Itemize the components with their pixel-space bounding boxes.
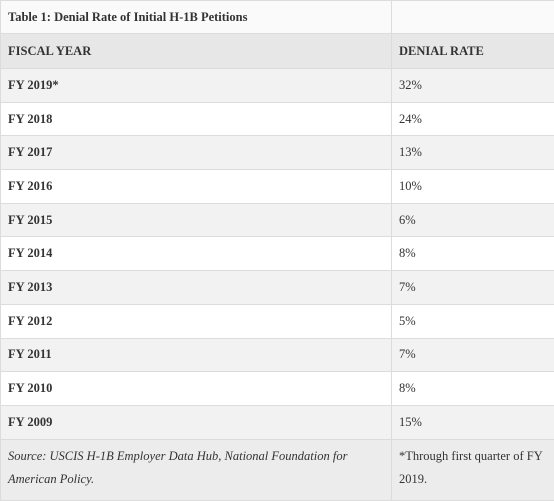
header-cell: FISCAL YEAR	[1, 34, 392, 69]
denial-rate: 7%	[392, 271, 554, 305]
fiscal-year: FY 2013	[1, 271, 392, 305]
fiscal-year: FY 2011	[1, 338, 392, 372]
denial-rate: 8%	[392, 372, 554, 406]
source-note: Source: USCIS H-1B Employer Data Hub, Na…	[1, 439, 392, 500]
table-title: Table 1: Denial Rate of Initial H-1B Pet…	[1, 1, 392, 34]
fiscal-year: FY 2012	[1, 304, 392, 338]
denial-rate: 24%	[392, 102, 554, 136]
fiscal-year: FY 2016	[1, 170, 392, 204]
data-row: FY 2019*32%	[1, 69, 554, 103]
title-row: Table 1: Denial Rate of Initial H-1B Pet…	[1, 1, 554, 34]
header-cell: DENIAL RATE	[392, 34, 554, 69]
fiscal-year: FY 2015	[1, 203, 392, 237]
fiscal-year: FY 2014	[1, 237, 392, 271]
denial-rate: 15%	[392, 405, 554, 439]
fiscal-year: FY 2018	[1, 102, 392, 136]
fiscal-year: FY 2010	[1, 372, 392, 406]
denial-rate: 5%	[392, 304, 554, 338]
empty-cell	[392, 1, 554, 34]
denial-rate: 10%	[392, 170, 554, 204]
fiscal-year: FY 2009	[1, 405, 392, 439]
fiscal-year: FY 2019*	[1, 69, 392, 103]
header-row: FISCAL YEAR DENIAL RATE	[1, 34, 554, 69]
denial-rate: 13%	[392, 136, 554, 170]
fiscal-year: FY 2017	[1, 136, 392, 170]
denial-rate: 8%	[392, 237, 554, 271]
denial-rate: 7%	[392, 338, 554, 372]
footer-row: Source: USCIS H-1B Employer Data Hub, Na…	[1, 439, 554, 500]
denial-rate: 32%	[392, 69, 554, 103]
denial-rate: 6%	[392, 203, 554, 237]
footnote: *Through first quarter of FY 2019.	[392, 439, 554, 500]
